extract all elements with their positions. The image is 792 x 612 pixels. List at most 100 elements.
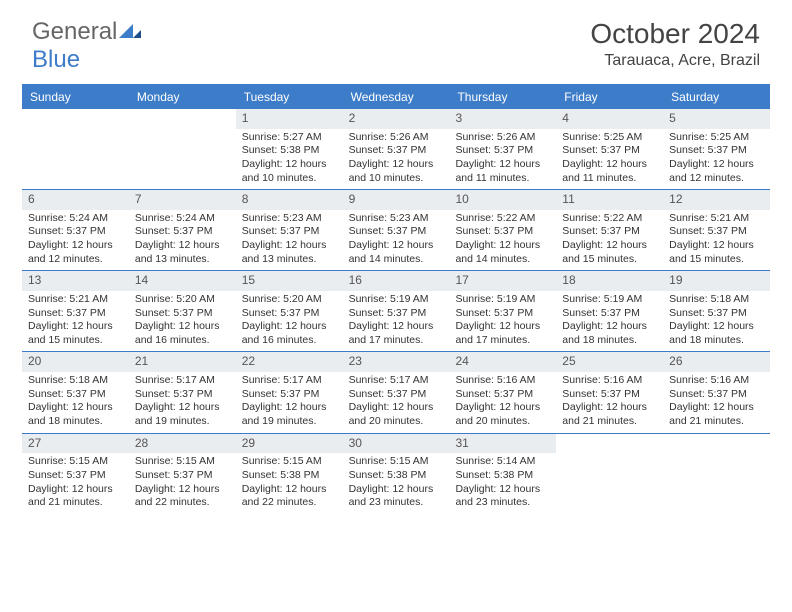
day-cell: 23Sunrise: 5:17 AMSunset: 5:37 PMDayligh… <box>343 352 450 432</box>
day-body: Sunrise: 5:14 AMSunset: 5:38 PMDaylight:… <box>449 453 556 514</box>
daylight1-text: Daylight: 12 hours <box>135 401 230 415</box>
day-cell: 10Sunrise: 5:22 AMSunset: 5:37 PMDayligh… <box>449 190 556 270</box>
daylight2-text: and 18 minutes. <box>28 415 123 429</box>
sunrise-text: Sunrise: 5:16 AM <box>455 374 550 388</box>
sunrise-text: Sunrise: 5:16 AM <box>562 374 657 388</box>
daylight1-text: Daylight: 12 hours <box>242 158 337 172</box>
day-cell: 3Sunrise: 5:26 AMSunset: 5:37 PMDaylight… <box>449 109 556 189</box>
day-cell: 4Sunrise: 5:25 AMSunset: 5:37 PMDaylight… <box>556 109 663 189</box>
daylight2-text: and 21 minutes. <box>562 415 657 429</box>
day-body: Sunrise: 5:22 AMSunset: 5:37 PMDaylight:… <box>556 210 663 271</box>
sunset-text: Sunset: 5:37 PM <box>455 307 550 321</box>
daylight1-text: Daylight: 12 hours <box>28 401 123 415</box>
day-cell: 20Sunrise: 5:18 AMSunset: 5:37 PMDayligh… <box>22 352 129 432</box>
daylight2-text: and 20 minutes. <box>349 415 444 429</box>
daylight1-text: Daylight: 12 hours <box>135 483 230 497</box>
day-number <box>663 434 770 454</box>
sunrise-text: Sunrise: 5:24 AM <box>135 212 230 226</box>
daylight2-text: and 15 minutes. <box>669 253 764 267</box>
sunrise-text: Sunrise: 5:19 AM <box>349 293 444 307</box>
day-number <box>22 109 129 129</box>
day-number: 31 <box>449 434 556 454</box>
day-body: Sunrise: 5:26 AMSunset: 5:37 PMDaylight:… <box>343 129 450 190</box>
day-number: 26 <box>663 352 770 372</box>
day-cell: 21Sunrise: 5:17 AMSunset: 5:37 PMDayligh… <box>129 352 236 432</box>
sunset-text: Sunset: 5:37 PM <box>455 225 550 239</box>
daylight2-text: and 17 minutes. <box>455 334 550 348</box>
day-number: 28 <box>129 434 236 454</box>
daylight2-text: and 13 minutes. <box>135 253 230 267</box>
day-cell: 12Sunrise: 5:21 AMSunset: 5:37 PMDayligh… <box>663 190 770 270</box>
dayhead-fri: Friday <box>556 86 663 108</box>
day-number: 8 <box>236 190 343 210</box>
sunrise-text: Sunrise: 5:19 AM <box>562 293 657 307</box>
daylight1-text: Daylight: 12 hours <box>562 239 657 253</box>
sunrise-text: Sunrise: 5:17 AM <box>242 374 337 388</box>
day-number: 9 <box>343 190 450 210</box>
day-number: 24 <box>449 352 556 372</box>
sunset-text: Sunset: 5:37 PM <box>242 307 337 321</box>
day-number: 19 <box>663 271 770 291</box>
daylight1-text: Daylight: 12 hours <box>349 401 444 415</box>
sunset-text: Sunset: 5:37 PM <box>562 225 657 239</box>
sunset-text: Sunset: 5:37 PM <box>455 388 550 402</box>
daylight2-text: and 19 minutes. <box>135 415 230 429</box>
day-number: 23 <box>343 352 450 372</box>
day-cell: 1Sunrise: 5:27 AMSunset: 5:38 PMDaylight… <box>236 109 343 189</box>
sunset-text: Sunset: 5:37 PM <box>349 144 444 158</box>
day-cell <box>556 434 663 514</box>
daylight1-text: Daylight: 12 hours <box>242 401 337 415</box>
day-body: Sunrise: 5:20 AMSunset: 5:37 PMDaylight:… <box>236 291 343 352</box>
week-row: 1Sunrise: 5:27 AMSunset: 5:38 PMDaylight… <box>22 108 770 189</box>
day-number: 27 <box>22 434 129 454</box>
daylight2-text: and 11 minutes. <box>455 172 550 186</box>
day-cell: 2Sunrise: 5:26 AMSunset: 5:37 PMDaylight… <box>343 109 450 189</box>
day-cell: 11Sunrise: 5:22 AMSunset: 5:37 PMDayligh… <box>556 190 663 270</box>
day-body: Sunrise: 5:24 AMSunset: 5:37 PMDaylight:… <box>129 210 236 271</box>
week-row: 6Sunrise: 5:24 AMSunset: 5:37 PMDaylight… <box>22 189 770 270</box>
daylight2-text: and 18 minutes. <box>562 334 657 348</box>
day-body: Sunrise: 5:18 AMSunset: 5:37 PMDaylight:… <box>22 372 129 433</box>
logo: General <box>32 18 141 46</box>
day-number: 14 <box>129 271 236 291</box>
daylight1-text: Daylight: 12 hours <box>669 320 764 334</box>
day-cell <box>663 434 770 514</box>
day-body: Sunrise: 5:17 AMSunset: 5:37 PMDaylight:… <box>236 372 343 433</box>
daylight2-text: and 18 minutes. <box>669 334 764 348</box>
day-cell: 29Sunrise: 5:15 AMSunset: 5:38 PMDayligh… <box>236 434 343 514</box>
day-body <box>22 129 129 135</box>
daylight2-text: and 20 minutes. <box>455 415 550 429</box>
day-body: Sunrise: 5:24 AMSunset: 5:37 PMDaylight:… <box>22 210 129 271</box>
dayhead-tue: Tuesday <box>236 86 343 108</box>
day-cell: 25Sunrise: 5:16 AMSunset: 5:37 PMDayligh… <box>556 352 663 432</box>
daylight2-text: and 19 minutes. <box>242 415 337 429</box>
sunset-text: Sunset: 5:38 PM <box>455 469 550 483</box>
day-cell: 24Sunrise: 5:16 AMSunset: 5:37 PMDayligh… <box>449 352 556 432</box>
day-cell: 5Sunrise: 5:25 AMSunset: 5:37 PMDaylight… <box>663 109 770 189</box>
dayhead-sun: Sunday <box>22 86 129 108</box>
day-body: Sunrise: 5:21 AMSunset: 5:37 PMDaylight:… <box>663 210 770 271</box>
daylight1-text: Daylight: 12 hours <box>28 320 123 334</box>
sunrise-text: Sunrise: 5:23 AM <box>242 212 337 226</box>
sunset-text: Sunset: 5:37 PM <box>669 388 764 402</box>
dayhead-wed: Wednesday <box>343 86 450 108</box>
daylight2-text: and 22 minutes. <box>242 496 337 510</box>
day-cell: 22Sunrise: 5:17 AMSunset: 5:37 PMDayligh… <box>236 352 343 432</box>
header: General October 2024 Tarauaca, Acre, Bra… <box>0 0 792 78</box>
sunset-text: Sunset: 5:37 PM <box>669 307 764 321</box>
sunset-text: Sunset: 5:37 PM <box>455 144 550 158</box>
day-body: Sunrise: 5:16 AMSunset: 5:37 PMDaylight:… <box>663 372 770 433</box>
day-number: 30 <box>343 434 450 454</box>
dayhead-sat: Saturday <box>663 86 770 108</box>
day-cell: 14Sunrise: 5:20 AMSunset: 5:37 PMDayligh… <box>129 271 236 351</box>
daylight1-text: Daylight: 12 hours <box>242 483 337 497</box>
day-number: 2 <box>343 109 450 129</box>
day-number: 13 <box>22 271 129 291</box>
daylight2-text: and 21 minutes. <box>28 496 123 510</box>
day-body: Sunrise: 5:26 AMSunset: 5:37 PMDaylight:… <box>449 129 556 190</box>
daylight2-text: and 10 minutes. <box>349 172 444 186</box>
daylight1-text: Daylight: 12 hours <box>669 239 764 253</box>
day-body: Sunrise: 5:22 AMSunset: 5:37 PMDaylight:… <box>449 210 556 271</box>
day-body: Sunrise: 5:17 AMSunset: 5:37 PMDaylight:… <box>343 372 450 433</box>
day-number: 20 <box>22 352 129 372</box>
